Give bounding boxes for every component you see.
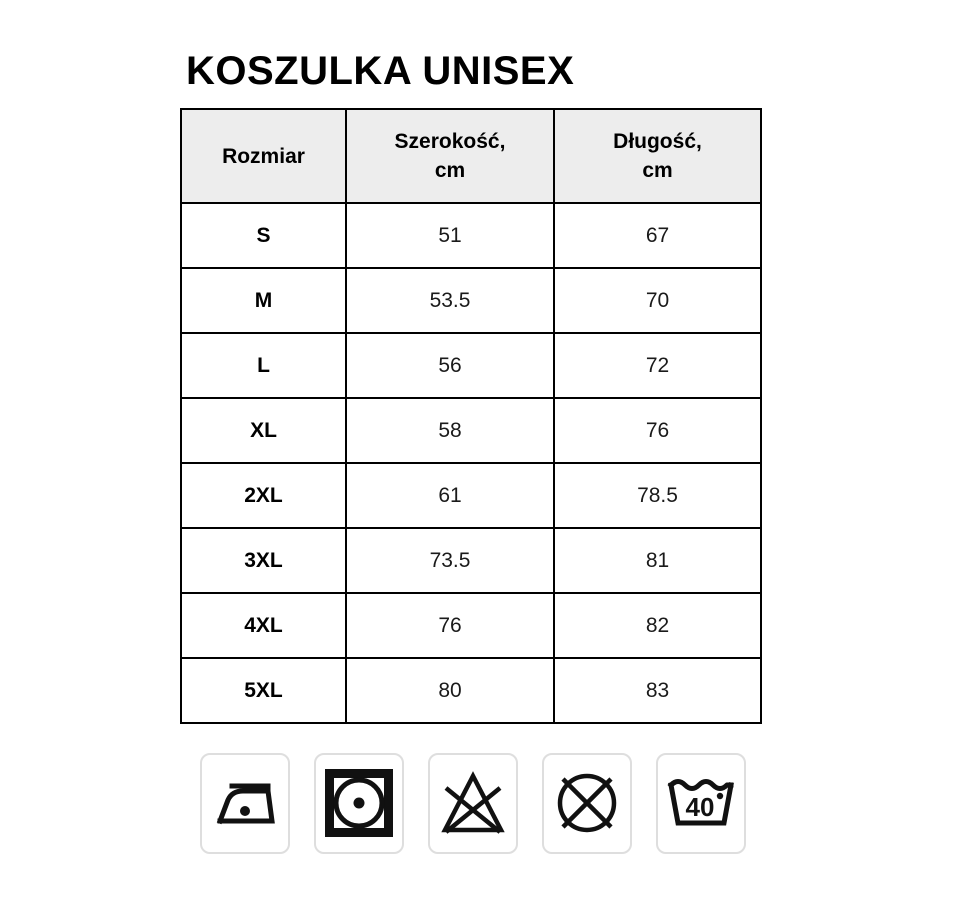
column-header-length-line1: Długość, xyxy=(613,130,702,153)
column-header-width: Szerokość, cm xyxy=(345,108,555,204)
cell-width: 73.5 xyxy=(345,527,555,594)
cell-length: 76 xyxy=(553,397,762,464)
table-header: Rozmiar Szerokość, cm Długość, cm xyxy=(180,108,762,204)
column-header-width-line2: cm xyxy=(434,159,466,182)
cell-width: 61 xyxy=(345,462,555,529)
cell-size: 4XL xyxy=(180,592,347,659)
cell-length: 67 xyxy=(553,202,762,269)
cell-width: 76 xyxy=(345,592,555,659)
table-row: 4XL 76 82 xyxy=(180,592,762,659)
care-symbols-row: 40 xyxy=(200,751,760,855)
cell-size: 5XL xyxy=(180,657,347,724)
table-header-row: Rozmiar Szerokość, cm Długość, cm xyxy=(180,108,762,204)
table-row: XL 58 76 xyxy=(180,397,762,464)
cell-size: 3XL xyxy=(180,527,347,594)
do-not-bleach-icon xyxy=(439,770,507,836)
cell-width: 51 xyxy=(345,202,555,269)
size-table: Rozmiar Szerokość, cm Długość, cm S 51 6… xyxy=(180,108,762,724)
cell-width: 58 xyxy=(345,397,555,464)
table-row: 2XL 61 78.5 xyxy=(180,462,762,529)
care-symbol-tumble-dry xyxy=(314,752,404,854)
cell-length: 81 xyxy=(553,527,762,594)
care-symbol-iron xyxy=(200,752,290,854)
table-row: L 56 72 xyxy=(180,332,762,399)
cell-size: M xyxy=(180,267,347,334)
cell-length: 70 xyxy=(553,267,762,334)
cell-width: 53.5 xyxy=(345,267,555,334)
care-symbol-do-not-bleach xyxy=(428,752,518,854)
cell-size: XL xyxy=(180,397,347,464)
column-header-width-line1: Szerokość, xyxy=(394,130,506,153)
table-row: 5XL 80 83 xyxy=(180,657,762,724)
wash-40-degrees-icon: 40 xyxy=(666,775,736,831)
care-symbol-wash-40: 40 xyxy=(656,752,746,854)
cell-length: 72 xyxy=(553,332,762,399)
wash-temperature-label: 40 xyxy=(686,792,715,822)
table-row: S 51 67 xyxy=(180,202,762,269)
tumble-dry-low-icon xyxy=(325,769,393,837)
table-body: S 51 67 M 53.5 70 L 56 72 XL 58 76 2XL 6 xyxy=(180,202,762,724)
iron-low-temperature-icon xyxy=(210,774,280,832)
cell-width: 80 xyxy=(345,657,555,724)
column-header-size: Rozmiar xyxy=(180,108,347,204)
care-symbol-do-not-dry-clean xyxy=(542,752,632,854)
column-header-length: Długość, cm xyxy=(553,108,762,204)
page-title: KOSZULKA UNISEX xyxy=(186,49,575,93)
table-row: M 53.5 70 xyxy=(180,267,762,334)
cell-width: 56 xyxy=(345,332,555,399)
cell-size: L xyxy=(180,332,347,399)
cell-length: 78.5 xyxy=(553,462,762,529)
do-not-dry-clean-icon xyxy=(554,770,620,836)
cell-length: 83 xyxy=(553,657,762,724)
table-row: 3XL 73.5 81 xyxy=(180,527,762,594)
cell-length: 82 xyxy=(553,592,762,659)
cell-size: 2XL xyxy=(180,462,347,529)
column-header-size-line1: Rozmiar xyxy=(222,144,305,168)
cell-size: S xyxy=(180,202,347,269)
column-header-length-line2: cm xyxy=(642,159,673,182)
